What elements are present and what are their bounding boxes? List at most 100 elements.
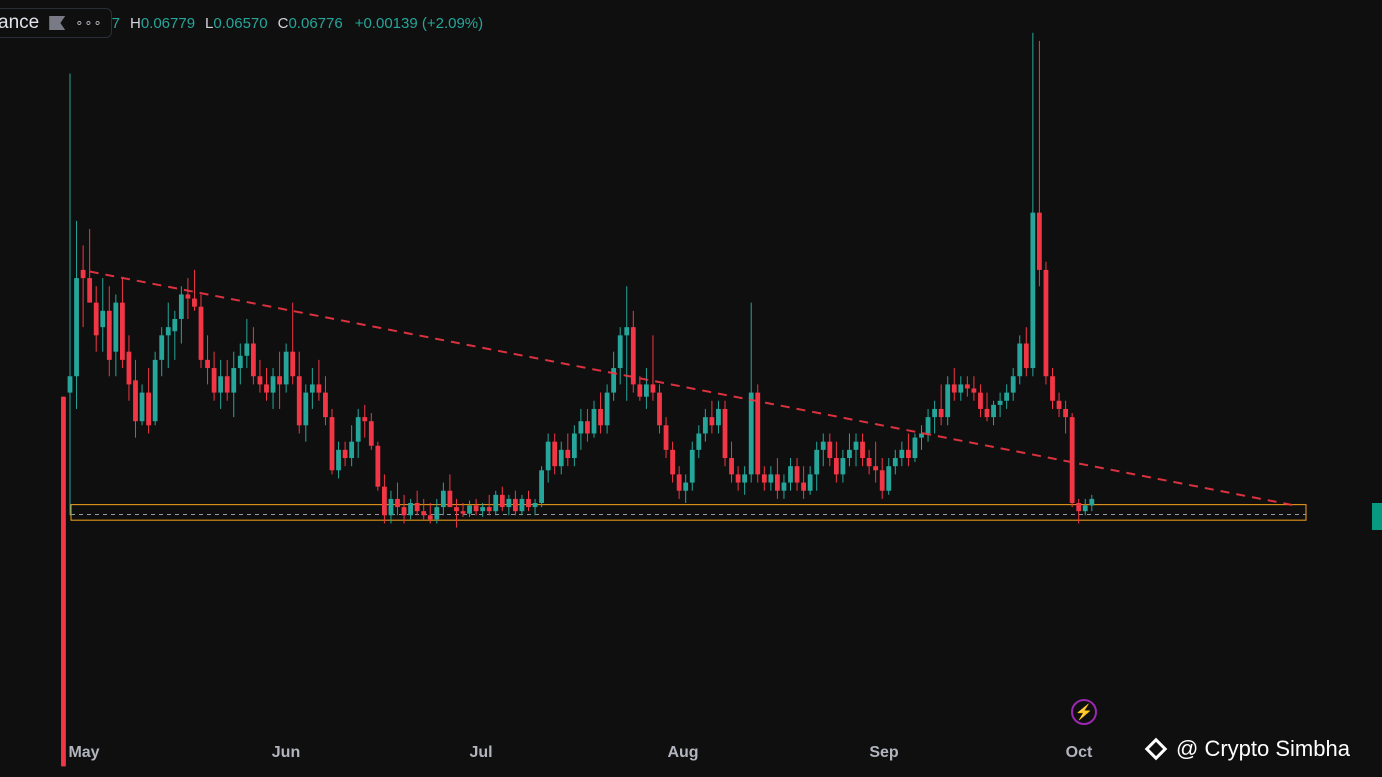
candle-body	[565, 449, 571, 459]
candle-body	[971, 388, 977, 393]
candle-body	[663, 425, 669, 450]
candle-body	[611, 368, 617, 393]
close-key: C	[277, 14, 289, 32]
high-key: H	[129, 14, 141, 32]
candle-body	[172, 318, 178, 332]
candle-body	[1023, 343, 1029, 369]
candle-body	[545, 441, 551, 471]
candle-body	[146, 392, 151, 426]
candle-body	[447, 490, 453, 508]
candle-body	[912, 437, 918, 459]
x-tick-label: Jul	[469, 744, 493, 761]
candle-body	[722, 408, 728, 459]
candle-body	[290, 351, 296, 377]
candle-body	[532, 503, 538, 508]
candle-body	[237, 355, 243, 369]
candle-body	[886, 466, 892, 491]
candlestick-series	[61, 32, 1095, 767]
candle-body	[342, 449, 348, 459]
candle-body	[473, 505, 479, 512]
candle-body	[578, 421, 584, 434]
candle-body	[231, 368, 237, 393]
low-key: L	[205, 14, 214, 32]
candle-body	[820, 441, 826, 450]
candle-body	[1043, 269, 1049, 377]
candle-body	[709, 417, 715, 426]
trendline	[89, 270, 1296, 507]
candle-body	[932, 408, 937, 418]
candle-body	[676, 474, 682, 491]
candle-body	[67, 376, 73, 393]
candle-body	[892, 458, 898, 467]
close-value: 0.06776	[288, 14, 343, 32]
candle-body	[185, 294, 191, 299]
candle-body	[120, 302, 125, 360]
candle-body	[997, 400, 1003, 405]
symbol-box[interactable]: ance ∘∘∘	[0, 8, 112, 38]
candle-body	[650, 384, 656, 393]
candle-body	[519, 498, 525, 512]
candle-body	[159, 335, 165, 360]
candle-body	[748, 392, 754, 475]
candle-body	[958, 384, 964, 393]
candle-body	[61, 396, 66, 767]
candle-body	[257, 376, 263, 385]
flag-icon[interactable]	[49, 16, 66, 30]
watermark-text: @ Crypto Simbha	[1176, 736, 1350, 761]
more-dots-icon[interactable]: ∘∘∘	[75, 15, 103, 30]
candle-body	[755, 392, 761, 475]
candle-body	[1076, 503, 1082, 512]
cut-value: 7	[111, 14, 120, 32]
candle-body	[1069, 417, 1075, 504]
lightning-icon[interactable]: ⚡	[1071, 699, 1097, 725]
candle-body	[493, 494, 499, 512]
candle-body	[375, 445, 381, 487]
candle-body	[702, 417, 708, 434]
candle-body	[87, 278, 93, 303]
candle-body	[113, 302, 119, 352]
candle-body	[309, 384, 315, 393]
candle-body	[382, 486, 387, 516]
candle-body	[788, 466, 793, 483]
candle-body	[362, 417, 368, 422]
candle-body	[408, 503, 413, 516]
candle-body	[657, 392, 662, 426]
candle-body	[440, 490, 446, 508]
candle-body	[899, 449, 905, 459]
candle-body	[558, 449, 564, 467]
candle-body	[794, 466, 800, 483]
candle-body	[906, 449, 911, 459]
candle-body	[1004, 392, 1010, 401]
candle-body	[165, 327, 171, 336]
candle-body	[270, 376, 276, 393]
candle-body	[434, 507, 440, 520]
candle-body	[329, 417, 335, 471]
candle-body	[205, 359, 210, 369]
candle-body	[506, 498, 512, 508]
candle-body	[427, 515, 433, 520]
candle-body	[106, 310, 112, 360]
candle-body	[395, 498, 400, 508]
candle-body	[264, 384, 269, 393]
candle-body	[139, 392, 145, 422]
candle-body	[244, 343, 250, 356]
candle-body	[323, 392, 328, 418]
candle-body	[133, 380, 138, 422]
support-zone	[70, 504, 1307, 521]
candle-body	[513, 498, 518, 512]
candle-body	[1030, 212, 1036, 369]
candle-body	[401, 507, 407, 516]
candle-body	[277, 376, 282, 385]
candle-body	[368, 421, 374, 446]
ohlc-low: L0.06570	[205, 15, 268, 32]
candle-body	[840, 458, 846, 475]
candle-body	[761, 474, 767, 483]
candle-body	[729, 458, 734, 475]
candle-body	[938, 408, 944, 418]
candle-body	[1063, 408, 1068, 418]
symbol-name[interactable]: ance	[0, 12, 40, 33]
candle-body	[480, 507, 486, 512]
candle-body	[984, 408, 990, 418]
candle-body	[499, 494, 505, 508]
